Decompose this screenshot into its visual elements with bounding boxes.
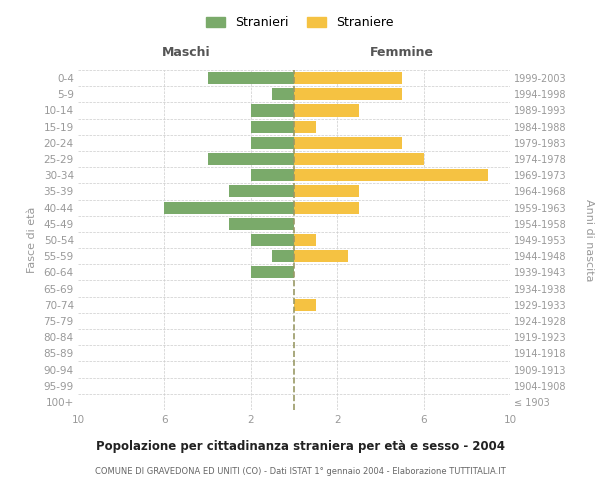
Text: Popolazione per cittadinanza straniera per età e sesso - 2004: Popolazione per cittadinanza straniera p… (95, 440, 505, 453)
Bar (294, 137, 402, 149)
Bar (251, 104, 294, 117)
Y-axis label: Anni di nascita: Anni di nascita (584, 198, 593, 281)
Bar (294, 186, 359, 198)
Bar (208, 153, 294, 165)
Bar (229, 186, 294, 198)
Bar (272, 250, 294, 262)
Bar (251, 266, 294, 278)
Bar (294, 120, 316, 132)
Bar (164, 202, 294, 213)
Bar (294, 72, 402, 84)
Text: Femmine: Femmine (370, 46, 434, 59)
Bar (251, 169, 294, 181)
Bar (294, 88, 402, 101)
Bar (294, 298, 316, 311)
Bar (294, 234, 316, 246)
Bar (294, 169, 488, 181)
Bar (251, 137, 294, 149)
Text: COMUNE DI GRAVEDONA ED UNITI (CO) - Dati ISTAT 1° gennaio 2004 - Elaborazione TU: COMUNE DI GRAVEDONA ED UNITI (CO) - Dati… (95, 468, 505, 476)
Bar (294, 202, 359, 213)
Bar (294, 250, 348, 262)
Bar (251, 234, 294, 246)
Bar (229, 218, 294, 230)
Legend: Stranieri, Straniere: Stranieri, Straniere (202, 11, 398, 34)
Bar (294, 153, 424, 165)
Bar (272, 88, 294, 101)
Bar (294, 104, 359, 117)
Text: Maschi: Maschi (161, 46, 211, 59)
Y-axis label: Fasce di età: Fasce di età (26, 207, 37, 273)
Bar (208, 72, 294, 84)
Bar (251, 120, 294, 132)
